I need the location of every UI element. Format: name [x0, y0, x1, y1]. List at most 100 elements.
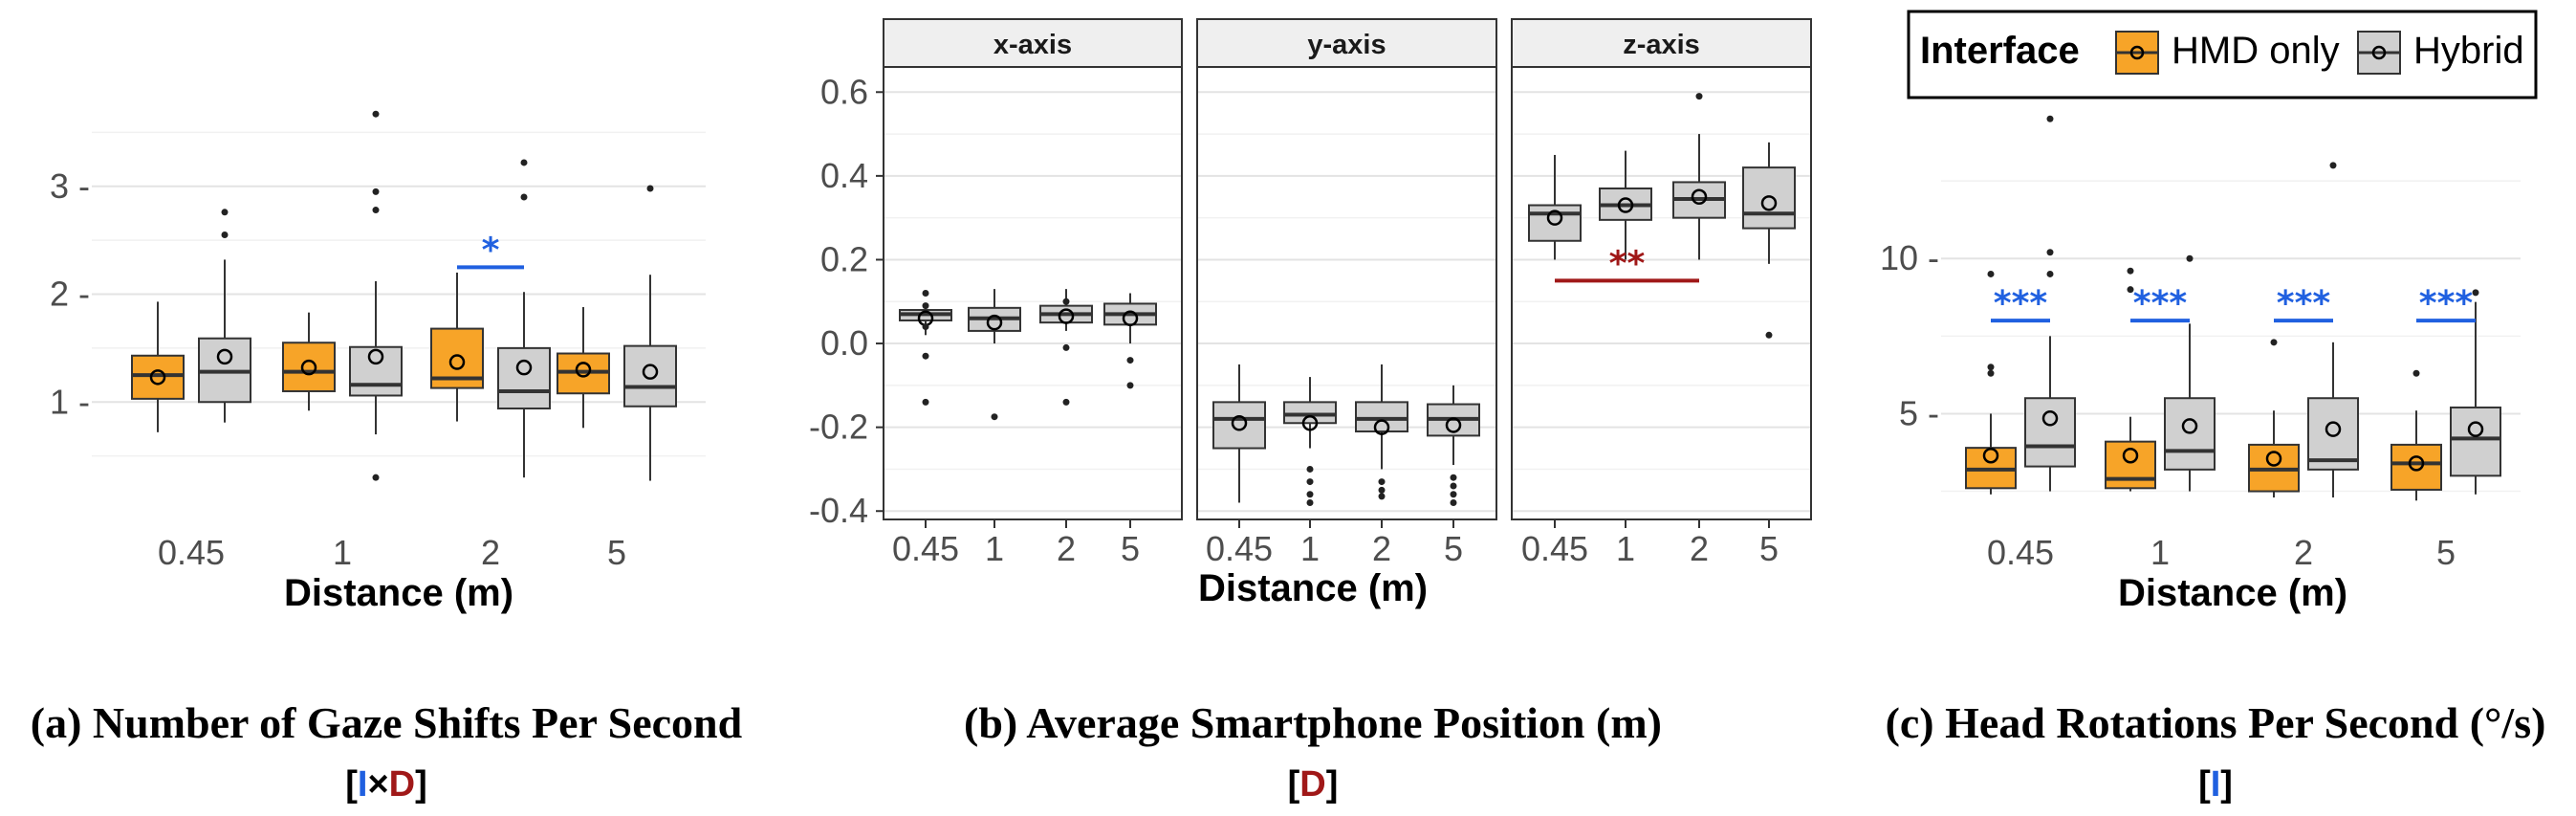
- legend-frame: [1907, 10, 2538, 99]
- outlier-point: [1765, 331, 1773, 339]
- boxplot-c-0-3: [2390, 369, 2442, 501]
- mean-marker: [2467, 421, 2484, 437]
- x-tick-label-b-0-0: 0.45: [892, 529, 959, 568]
- outlier-point: [2046, 249, 2054, 256]
- y-tick-label-b-1: -0.2: [809, 408, 868, 447]
- mean-marker: [1617, 197, 1634, 213]
- outlier-point: [221, 231, 229, 238]
- significance-label-c-3: ***: [2419, 284, 2474, 323]
- x-tick-label-a-1: 1: [333, 533, 352, 572]
- box-iqr: [623, 344, 677, 408]
- outlier-point: [1695, 93, 1703, 100]
- outlier-point: [1450, 491, 1457, 498]
- outlier-point: [2046, 115, 2054, 122]
- x-tick-label-b-0-2: 2: [1057, 529, 1076, 568]
- x-tick-label-b-1-0: 0.45: [1206, 529, 1273, 568]
- boxplot-c-1-3: [2450, 289, 2501, 495]
- box-iqr: [1355, 401, 1408, 433]
- subcaption-part: [: [2198, 764, 2211, 805]
- subcaption-part: ]: [415, 764, 427, 805]
- facet-strip: [883, 18, 1183, 68]
- mean-marker: [1691, 188, 1708, 206]
- facet-z-axis: z-axis 0.45 1 2 5: [1511, 18, 1812, 568]
- subcaption-part: [: [345, 764, 358, 805]
- boxplot-c-1-2: [2307, 162, 2359, 498]
- outlier-point: [922, 323, 929, 331]
- legend-title: Interface: [1920, 30, 2080, 72]
- mean-marker: [216, 348, 233, 365]
- x-tick-label-b-0-1: 1: [985, 529, 1004, 568]
- significance-label-a-0: *: [482, 231, 500, 270]
- mean-marker: [515, 359, 533, 376]
- x-tick-label-c-1: 1: [2150, 533, 2170, 572]
- legend-key-hybrid: [2357, 31, 2401, 75]
- boxplot-c-1-1: [2164, 254, 2216, 492]
- x-tick-label-a-3: 5: [607, 533, 626, 572]
- outlier-point: [1062, 398, 1070, 406]
- caption-b: (b) Average Smartphone Position (m): [964, 698, 1662, 747]
- outlier-point: [2472, 289, 2479, 297]
- chart-smartphone-position: x-axis 0.45 1 2 5 y-axis 0.45 1 2 5 z-axis 0.45 1 2 5 -…: [809, 18, 1812, 609]
- subcaption-a: [I×D]: [345, 764, 427, 805]
- outlier-point: [372, 110, 380, 118]
- outlier-point: [922, 398, 929, 406]
- x-axis-title-c: Distance (m): [2118, 572, 2347, 614]
- boxplot-b-2-0: [1528, 154, 1582, 260]
- legend-label-hmd-only: HMD only: [2172, 30, 2340, 72]
- x-tick-label-b-0-3: 5: [1121, 529, 1140, 568]
- box-iqr: [349, 345, 403, 397]
- outlier-point: [2186, 254, 2194, 262]
- y-tick-label-c-1: 10 -: [1880, 238, 1939, 277]
- mean-marker: [1982, 447, 1999, 464]
- significance-label-c-0: ***: [1994, 284, 2048, 323]
- boxplot-a-1-2: [497, 159, 551, 478]
- mean-marker: [2041, 410, 2059, 427]
- x-tick-label-c-3: 5: [2436, 533, 2456, 572]
- outlier-point: [1306, 465, 1314, 473]
- facet-frame: [1511, 66, 1812, 520]
- outlier-point: [1450, 498, 1457, 506]
- legend: Interface HMD only Hybrid: [1907, 10, 2538, 99]
- boxplot-b-2-3: [1742, 142, 1796, 339]
- boxplot-b-0-2: [1039, 289, 1093, 406]
- box-iqr: [282, 342, 336, 392]
- box-iqr: [1212, 401, 1266, 450]
- facet-strip: [1196, 18, 1497, 68]
- outlier-point: [1306, 478, 1314, 486]
- mean-marker: [1122, 310, 1139, 327]
- mean-marker: [448, 354, 466, 370]
- significance-label-c-2: ***: [2277, 284, 2331, 323]
- mean-marker: [1760, 195, 1778, 211]
- x-tick-label-b-2-3: 5: [1759, 529, 1779, 568]
- significance-label-c-1: ***: [2133, 284, 2188, 323]
- legend-key-hmd-only: [2115, 31, 2159, 75]
- boxplot-a-1-0: [198, 209, 251, 423]
- x-tick-label-a-0: 0.45: [158, 533, 225, 572]
- x-axis-title-a: Distance (m): [284, 572, 513, 614]
- outlier-point: [922, 352, 929, 360]
- mean-marker: [1301, 415, 1319, 431]
- outlier-point: [1378, 493, 1386, 500]
- boxplot-a-1-3: [623, 185, 677, 481]
- outlier-point: [2270, 339, 2278, 346]
- boxplot-a-0-0: [131, 301, 185, 432]
- outlier-point: [1450, 482, 1457, 490]
- subcaption-part: [: [1288, 764, 1300, 805]
- boxplot-c-1-0: [2024, 115, 2076, 492]
- outlier-point: [922, 302, 929, 310]
- subcaption-b: [D]: [1288, 764, 1339, 805]
- mean-marker: [2181, 418, 2198, 434]
- box-iqr: [1742, 166, 1796, 230]
- facet-label-2: z-axis: [1623, 30, 1700, 60]
- legend-swatch-hybrid-mean: [2371, 45, 2387, 60]
- outlier-point: [1987, 270, 1995, 277]
- outlier-point: [1450, 474, 1457, 481]
- mean-marker: [367, 348, 384, 365]
- outlier-point: [221, 209, 229, 216]
- y-tick-label-b-2: 0.0: [820, 323, 868, 363]
- outlier-point: [1378, 478, 1386, 486]
- outlier-point: [1306, 491, 1314, 498]
- boxplot-b-0-3: [1103, 293, 1157, 389]
- mean-marker: [575, 362, 592, 378]
- mean-marker: [300, 359, 317, 376]
